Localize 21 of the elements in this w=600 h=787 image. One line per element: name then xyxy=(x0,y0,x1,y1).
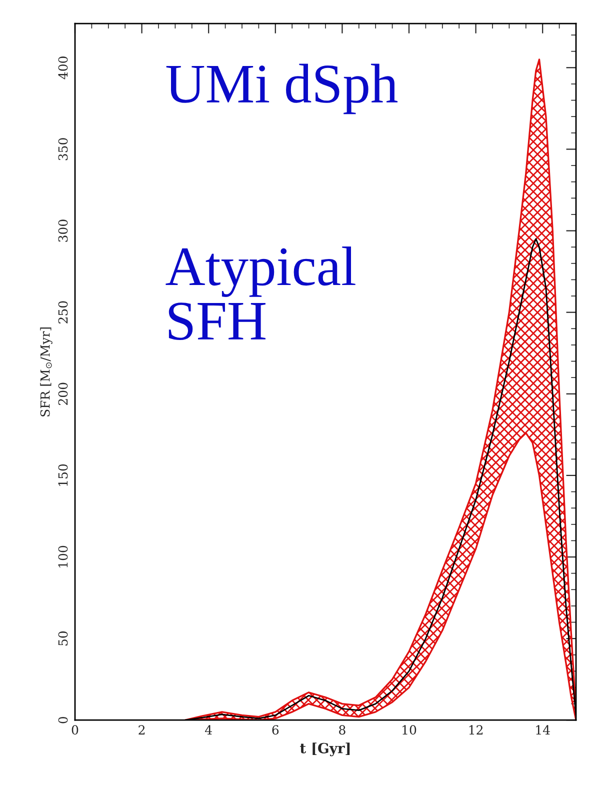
y-tick-label: 250 xyxy=(58,301,68,324)
x-tick-label: 0 xyxy=(72,725,78,735)
y-tick-label: 400 xyxy=(58,56,68,80)
x-tick-label: 8 xyxy=(339,725,346,735)
y-tick-label: 50 xyxy=(58,631,68,646)
y-axis-title: SFR [M$_{⊙}$/Myr] xyxy=(40,327,52,416)
x-tick-label: 12 xyxy=(469,725,483,734)
annotation: Atypical SFH xyxy=(166,246,356,340)
text: UMi dSph xyxy=(166,64,398,114)
x-tick-label: 10 xyxy=(402,725,416,735)
y-tick-label: 300 xyxy=(58,220,68,242)
y-tick-label: 200 xyxy=(58,382,68,405)
y-tick-label: 350 xyxy=(58,138,68,160)
x-axis-title: t [Gyr] xyxy=(300,742,350,756)
y-tick-label: 0 xyxy=(58,716,68,724)
y-tick-label: 100 xyxy=(58,546,68,568)
x-tick-label: 4 xyxy=(205,725,212,734)
x-tick-label: 6 xyxy=(272,725,279,735)
y-tick-label: 150 xyxy=(58,464,68,486)
x-tick-label: 2 xyxy=(138,725,145,734)
x-tick-label: 14 xyxy=(536,725,550,734)
